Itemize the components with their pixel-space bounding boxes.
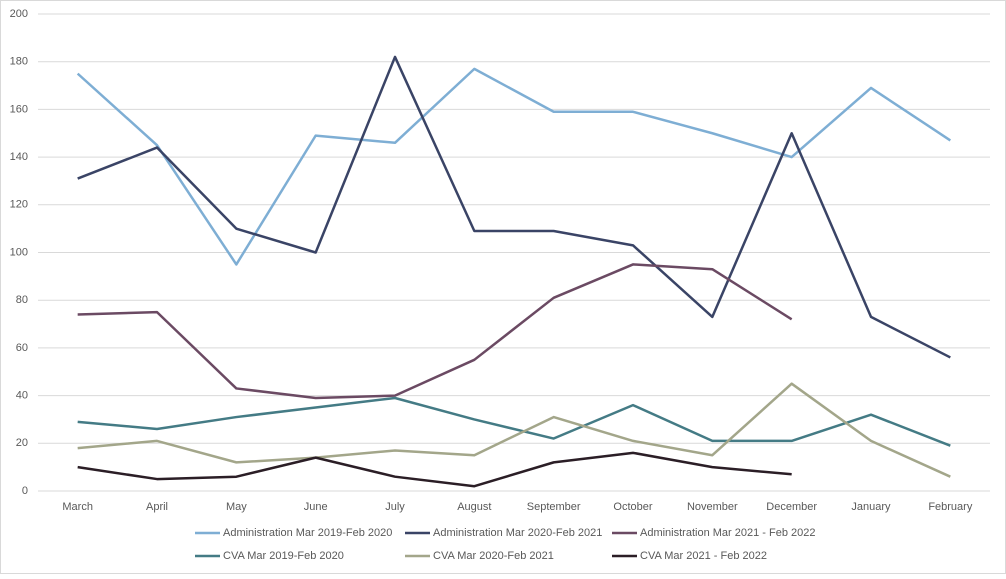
x-tick-label: June <box>304 501 328 513</box>
series-line <box>77 382 951 478</box>
legend-label: Administration Mar 2019-Feb 2020 <box>223 527 392 539</box>
y-tick-label: 120 <box>10 199 28 211</box>
series-line <box>77 55 951 359</box>
x-tick-label: November <box>687 501 738 513</box>
legend-label: CVA Mar 2019-Feb 2020 <box>223 550 344 562</box>
y-tick-label: 80 <box>16 294 28 306</box>
x-tick-label: May <box>226 501 247 513</box>
legend-label: Administration Mar 2021 - Feb 2022 <box>640 527 815 539</box>
series-line <box>77 263 793 400</box>
x-tick-label: December <box>766 501 817 513</box>
y-tick-label: 100 <box>10 246 28 258</box>
y-tick-label: 40 <box>16 390 28 402</box>
series-line <box>77 396 951 447</box>
x-tick-label: April <box>146 501 168 513</box>
x-tick-label: August <box>457 501 491 513</box>
x-tick-label: February <box>928 501 973 513</box>
y-tick-label: 60 <box>16 342 28 354</box>
y-tick-label: 200 <box>10 8 28 20</box>
y-tick-label: 20 <box>16 437 28 449</box>
x-tick-label: October <box>613 501 652 513</box>
legend-label: Administration Mar 2020-Feb 2021 <box>433 527 602 539</box>
legend-label: CVA Mar 2021 - Feb 2022 <box>640 550 767 562</box>
x-tick-label: March <box>62 501 93 513</box>
x-tick-label: July <box>385 501 405 513</box>
y-tick-label: 0 <box>22 485 28 497</box>
y-tick-label: 140 <box>10 151 28 163</box>
series-line <box>76 67 952 266</box>
series-line <box>77 451 792 488</box>
x-tick-label: September <box>527 501 581 513</box>
legend-label: CVA Mar 2020-Feb 2021 <box>433 550 554 562</box>
x-tick-label: January <box>851 501 891 513</box>
y-tick-label: 160 <box>10 103 28 115</box>
y-tick-label: 180 <box>10 56 28 68</box>
